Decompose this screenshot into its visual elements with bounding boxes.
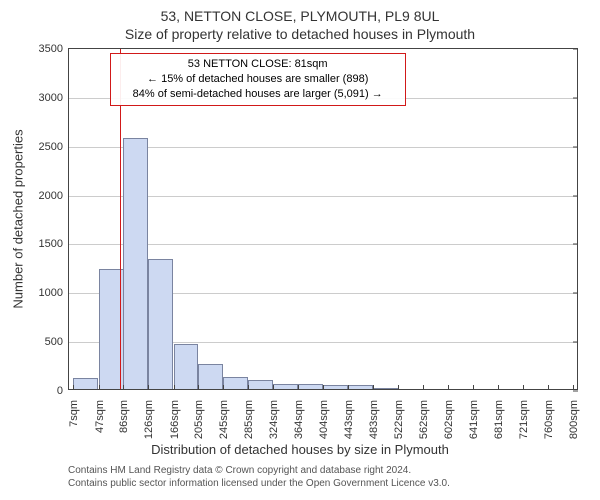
y-tick-label: 1000: [39, 287, 69, 299]
x-tick-label: 800sqm: [566, 400, 580, 439]
footer-line-1: Contains HM Land Registry data © Crown c…: [68, 464, 450, 477]
x-tick-label: 443sqm: [341, 400, 355, 439]
y-tick-mark: [573, 49, 578, 50]
guide-line-0: 53 NETTON CLOSE: 81sqm: [117, 57, 399, 72]
x-tick-mark: [198, 385, 199, 390]
x-tick-mark: [123, 385, 124, 390]
histogram-bar: [273, 384, 298, 389]
y-tick-mark: [573, 244, 578, 245]
x-tick-label: 602sqm: [441, 400, 455, 439]
y-tick-label: 3000: [39, 92, 69, 104]
x-tick-label: 324sqm: [266, 400, 280, 439]
x-axis-label: Distribution of detached houses by size …: [0, 442, 600, 457]
y-tick-label: 2000: [39, 190, 69, 202]
x-tick-mark: [398, 385, 399, 390]
y-tick-mark: [573, 293, 578, 294]
footer-attribution: Contains HM Land Registry data © Crown c…: [68, 464, 450, 490]
histogram-bar: [174, 344, 199, 389]
x-tick-mark: [99, 385, 100, 390]
x-tick-mark: [273, 385, 274, 390]
x-tick-label: 641sqm: [466, 400, 480, 439]
x-tick-mark: [148, 385, 149, 390]
y-tick-mark: [573, 195, 578, 196]
x-tick-label: 126sqm: [141, 400, 155, 439]
y-tick-mark: [573, 97, 578, 98]
x-tick-mark: [473, 385, 474, 390]
y-tick-label: 3500: [39, 43, 69, 55]
histogram-bar: [298, 384, 323, 389]
histogram-bar: [348, 385, 373, 389]
x-tick-mark: [448, 385, 449, 390]
y-tick-label: 0: [57, 385, 69, 397]
x-tick-label: 364sqm: [291, 400, 305, 439]
x-tick-label: 205sqm: [191, 400, 205, 439]
x-tick-mark: [323, 385, 324, 390]
x-tick-label: 285sqm: [241, 400, 255, 439]
x-tick-mark: [174, 385, 175, 390]
histogram-bar: [123, 138, 148, 389]
y-axis-label: Number of detached properties: [11, 129, 26, 308]
chart-container: 53, NETTON CLOSE, PLYMOUTH, PL9 8UL Size…: [0, 0, 600, 500]
x-tick-label: 404sqm: [316, 400, 330, 439]
x-tick-mark: [423, 385, 424, 390]
x-tick-mark: [573, 385, 574, 390]
x-tick-label: 522sqm: [391, 400, 405, 439]
x-tick-mark: [523, 385, 524, 390]
guide-line-1: ← 15% of detached houses are smaller (89…: [117, 72, 399, 87]
x-tick-label: 721sqm: [516, 400, 530, 439]
footer-line-2: Contains public sector information licen…: [68, 477, 450, 490]
x-tick-label: 562sqm: [416, 400, 430, 439]
x-tick-label: 47sqm: [92, 400, 106, 433]
histogram-bar: [198, 364, 223, 389]
histogram-bar: [148, 259, 173, 389]
histogram-bar: [223, 377, 248, 389]
x-tick-label: 166sqm: [167, 400, 181, 439]
x-tick-label: 681sqm: [491, 400, 505, 439]
y-tick-label: 1500: [39, 238, 69, 250]
y-tick-label: 500: [45, 336, 69, 348]
y-tick-label: 2500: [39, 141, 69, 153]
x-tick-label: 7sqm: [66, 400, 80, 427]
y-tick-mark: [573, 391, 578, 392]
x-tick-label: 86sqm: [116, 400, 130, 433]
x-tick-label: 483sqm: [366, 400, 380, 439]
histogram-bar: [73, 378, 98, 389]
x-tick-mark: [373, 385, 374, 390]
x-tick-label: 245sqm: [216, 400, 230, 439]
x-tick-mark: [248, 385, 249, 390]
guide-line-2: 84% of semi-detached houses are larger (…: [117, 87, 399, 102]
histogram-bar: [373, 388, 398, 389]
histogram-bar: [248, 380, 273, 389]
title-main: 53, NETTON CLOSE, PLYMOUTH, PL9 8UL: [0, 8, 600, 24]
x-tick-mark: [298, 385, 299, 390]
histogram-bar: [323, 385, 348, 389]
x-tick-mark: [548, 385, 549, 390]
x-tick-mark: [223, 385, 224, 390]
x-tick-label: 760sqm: [541, 400, 555, 439]
title-sub: Size of property relative to detached ho…: [0, 26, 600, 42]
plot-area: 05001000150020002500300035007sqm47sqm86s…: [68, 48, 578, 390]
property-guide-box: 53 NETTON CLOSE: 81sqm← 15% of detached …: [110, 53, 406, 106]
x-tick-mark: [498, 385, 499, 390]
y-tick-mark: [573, 342, 578, 343]
x-tick-mark: [348, 385, 349, 390]
y-tick-mark: [573, 146, 578, 147]
x-tick-mark: [73, 385, 74, 390]
